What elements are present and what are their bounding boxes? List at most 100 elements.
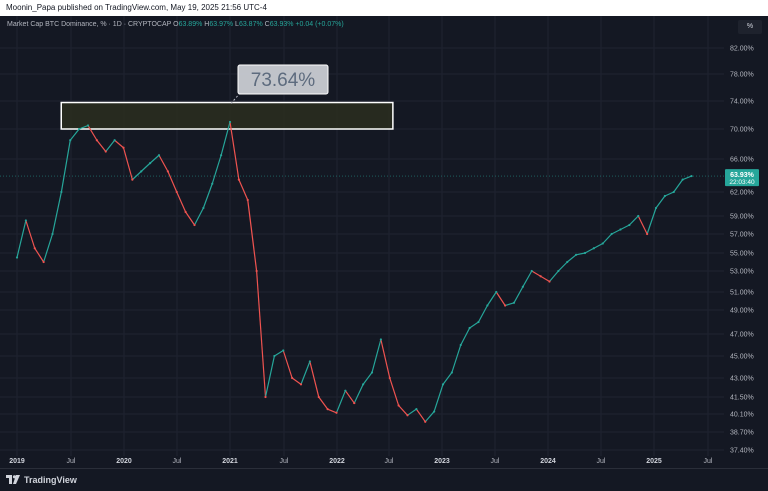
x-tick-label: Jul	[597, 458, 606, 465]
data-point	[131, 178, 134, 181]
data-point	[690, 174, 693, 178]
series-segment	[593, 242, 604, 249]
y-tick-label: 70.00%	[730, 127, 754, 134]
series-segment	[362, 372, 373, 385]
data-point	[60, 190, 63, 194]
series-segment	[193, 207, 204, 226]
y-tick-label: 45.00%	[730, 354, 754, 361]
data-point	[477, 320, 480, 324]
series-segment	[584, 247, 595, 254]
legend-high-key: H	[204, 21, 210, 28]
series-segment	[353, 384, 364, 404]
series-segment	[264, 355, 275, 398]
series-segment	[318, 396, 329, 410]
data-point	[326, 408, 329, 411]
series-segment	[469, 321, 479, 329]
series-segment	[433, 384, 444, 412]
data-point	[15, 256, 19, 259]
series-segment	[185, 211, 195, 226]
y-tick-label: 37.40%	[730, 448, 754, 455]
series-segment	[602, 233, 613, 244]
data-point	[362, 383, 365, 386]
x-tick-label: 2021	[222, 458, 238, 465]
series-segment	[576, 252, 586, 256]
data-point	[575, 253, 578, 256]
data-point	[539, 275, 542, 278]
y-tick-label: 66.00%	[730, 157, 754, 164]
series-segment	[495, 291, 506, 306]
series-segment	[335, 390, 346, 414]
data-point	[246, 198, 249, 202]
data-point	[24, 219, 27, 222]
data-point	[654, 206, 658, 210]
data-point	[628, 223, 631, 227]
data-point	[512, 301, 516, 304]
x-tick-label: Jul	[385, 458, 394, 465]
series-segment	[149, 154, 160, 164]
series-segment	[16, 220, 27, 258]
data-point	[557, 269, 560, 273]
data-point	[335, 411, 338, 414]
data-point	[433, 410, 436, 413]
series-segment	[158, 154, 169, 172]
annotation-box	[60, 101, 394, 130]
data-point	[42, 260, 45, 264]
series-segment	[371, 339, 382, 373]
y-tick-label: 49.00%	[730, 308, 754, 315]
data-point	[663, 194, 666, 198]
data-point	[468, 326, 471, 330]
data-point	[459, 343, 462, 347]
series-segment	[424, 411, 435, 423]
price-tag-countdown: 22:03:40	[729, 179, 755, 186]
series-segment	[540, 275, 550, 283]
y-tick-label: 55.00%	[730, 251, 754, 258]
series-segment	[620, 224, 630, 231]
data-point	[504, 304, 507, 307]
data-point	[637, 214, 640, 218]
series-segment	[513, 286, 524, 304]
series-segment	[566, 254, 577, 263]
data-point	[104, 150, 107, 153]
y-tick-label: 59.00%	[730, 214, 754, 221]
price-chart[interactable]: 82.00% 78.00% 74.00% 70.00% 66.00% 62.00% 59.0…	[0, 16, 768, 468]
brand-name: TradingView	[24, 475, 77, 485]
x-tick-label: Jul	[491, 458, 500, 465]
series-segment	[34, 247, 45, 263]
x-tick-label: 2019	[9, 458, 25, 465]
series-segment	[486, 291, 497, 306]
data-point	[69, 139, 72, 142]
data-point	[619, 228, 622, 231]
data-point	[166, 170, 169, 173]
x-tick-label: 2025	[646, 458, 662, 465]
series-segment	[664, 191, 674, 197]
chart-area[interactable]: 82.00% 78.00% 74.00% 70.00% 66.00% 62.00% 59.0…	[0, 16, 768, 468]
data-point	[424, 420, 427, 423]
data-point	[264, 395, 267, 399]
data-point	[282, 349, 285, 352]
publish-info: Moonin_Papa published on TradingView.com…	[0, 0, 768, 16]
price-tag-bg	[725, 169, 759, 187]
series-segment	[531, 270, 541, 277]
data-point	[566, 260, 569, 264]
data-point	[149, 162, 152, 165]
unit-button[interactable]: %	[738, 20, 762, 34]
data-point	[486, 304, 489, 307]
x-tick-label: Jul	[280, 458, 289, 465]
series-segment	[256, 270, 267, 398]
data-point	[193, 223, 196, 227]
y-tick-label: 43.00%	[730, 376, 754, 383]
x-tick-label: Jul	[67, 458, 76, 465]
data-point	[681, 178, 684, 181]
data-point	[255, 269, 258, 273]
series-segment	[522, 270, 533, 288]
data-point	[184, 210, 187, 214]
data-point	[157, 154, 161, 157]
data-point	[86, 124, 90, 127]
data-point	[406, 414, 409, 417]
series-segment	[389, 377, 400, 406]
data-point	[228, 120, 232, 124]
series-segment	[327, 408, 337, 414]
data-point	[175, 190, 178, 194]
brand-logo[interactable]: TradingView	[6, 474, 77, 486]
series-segment	[211, 155, 222, 184]
